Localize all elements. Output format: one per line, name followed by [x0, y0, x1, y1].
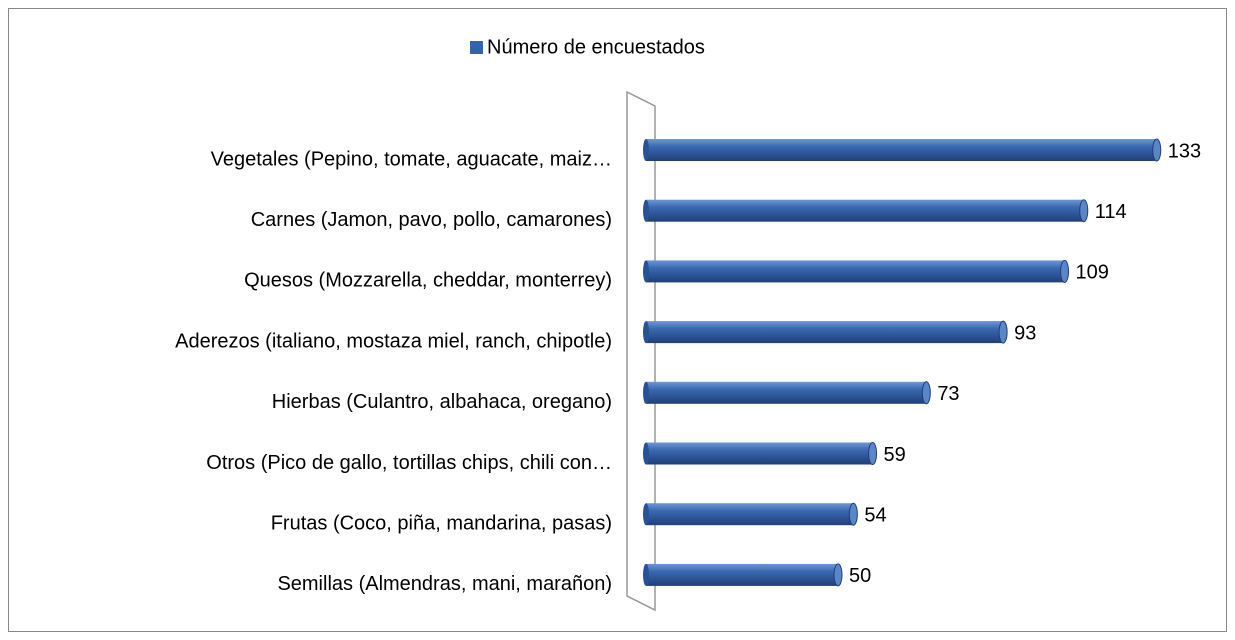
bar — [643, 442, 878, 465]
bar — [643, 563, 843, 587]
y-tick-label: Otros (Pico de gallo, tortillas chips, c… — [206, 452, 612, 474]
data-label: 93 — [1014, 322, 1036, 344]
y-tick-label: Carnes (Jamon, pavo, pollo, camarones) — [251, 209, 612, 231]
data-label: 59 — [884, 444, 906, 466]
axis-wall — [626, 90, 656, 612]
bar — [643, 199, 1089, 223]
y-tick-label: Semillas (Almendras, mani, marañon) — [277, 573, 612, 595]
data-label: 73 — [937, 383, 959, 405]
data-label: 109 — [1076, 262, 1109, 284]
y-tick-label: Quesos (Mozzarella, cheddar, monterrey) — [244, 270, 612, 292]
legend-swatch — [470, 41, 483, 54]
y-tick-label: Hierbas (Culantro, albahaca, oregano) — [272, 391, 612, 413]
y-tick-label: Aderezos (italiano, mostaza miel, ranch,… — [175, 330, 612, 352]
data-label: 133 — [1168, 140, 1201, 162]
bar — [643, 502, 858, 526]
legend-label: Número de encuestados — [487, 36, 705, 58]
data-label: 54 — [864, 504, 886, 526]
bar — [643, 320, 1008, 344]
y-tick-label: Vegetales (Pepino, tomate, aguacate, mai… — [211, 148, 612, 170]
bar — [643, 381, 931, 405]
y-tick-label: Frutas (Coco, piña, mandarina, pasas) — [271, 512, 612, 534]
data-label: 50 — [849, 565, 871, 587]
chart-border — [8, 8, 1227, 632]
bar — [643, 138, 1162, 162]
data-label: 114 — [1095, 201, 1127, 223]
bar — [643, 259, 1070, 283]
